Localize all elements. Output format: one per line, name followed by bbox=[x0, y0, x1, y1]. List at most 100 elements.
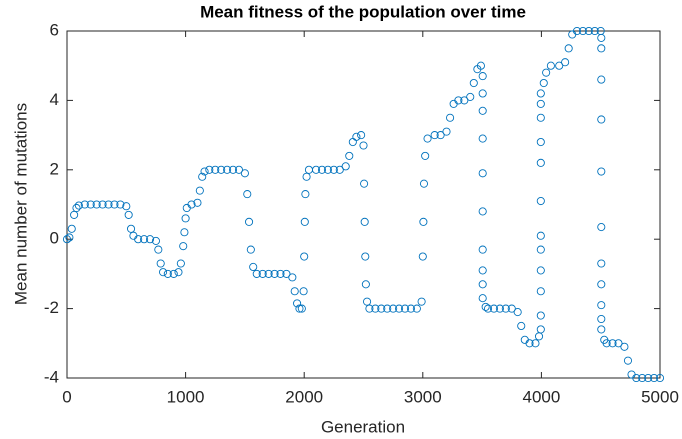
data-point bbox=[597, 325, 606, 334]
data-point bbox=[98, 200, 107, 209]
data-point bbox=[302, 172, 311, 181]
data-point bbox=[546, 61, 555, 70]
data-point bbox=[478, 89, 487, 98]
data-point bbox=[564, 44, 573, 53]
data-point bbox=[252, 269, 261, 278]
data-point bbox=[270, 269, 279, 278]
x-axis-label: Generation bbox=[321, 417, 405, 436]
data-point bbox=[205, 165, 214, 174]
chart-title: Mean fitness of the population over time bbox=[200, 2, 526, 21]
data-point bbox=[478, 245, 487, 254]
data-point bbox=[92, 200, 101, 209]
data-point bbox=[536, 325, 545, 334]
data-point bbox=[341, 162, 350, 171]
data-point bbox=[520, 335, 529, 344]
data-point bbox=[301, 190, 310, 199]
data-point bbox=[361, 280, 370, 289]
data-point bbox=[300, 217, 309, 226]
data-point bbox=[200, 167, 209, 176]
data-point bbox=[156, 259, 165, 268]
data-point bbox=[419, 217, 428, 226]
y-tick-label: -2 bbox=[44, 298, 59, 317]
data-point bbox=[329, 165, 338, 174]
data-point bbox=[517, 321, 526, 331]
data-point bbox=[507, 304, 516, 313]
data-point bbox=[584, 26, 593, 36]
data-point bbox=[597, 75, 606, 84]
y-tick-label: 6 bbox=[50, 20, 59, 39]
data-point bbox=[478, 134, 487, 143]
data-point bbox=[478, 72, 487, 81]
data-point bbox=[383, 304, 392, 313]
data-point bbox=[590, 26, 599, 36]
data-point bbox=[460, 96, 469, 105]
data-point bbox=[348, 137, 357, 147]
data-point bbox=[304, 165, 313, 174]
data-point bbox=[650, 373, 659, 383]
data-point bbox=[417, 297, 426, 306]
data-point bbox=[478, 106, 487, 115]
data-point bbox=[154, 245, 163, 254]
data-point bbox=[539, 79, 548, 88]
data-point bbox=[65, 233, 74, 242]
data-point bbox=[151, 236, 160, 245]
data-point bbox=[536, 266, 545, 275]
data-point bbox=[72, 203, 81, 213]
data-point bbox=[466, 92, 475, 101]
data-point bbox=[357, 131, 366, 140]
data-point bbox=[400, 304, 410, 313]
data-point bbox=[478, 266, 487, 275]
data-point bbox=[655, 373, 665, 383]
x-tick-label: 4000 bbox=[522, 387, 560, 406]
data-point bbox=[536, 113, 545, 122]
data-point bbox=[481, 302, 490, 311]
data-point bbox=[62, 235, 72, 244]
data-point bbox=[483, 304, 493, 313]
data-point bbox=[297, 304, 306, 313]
data-point bbox=[419, 179, 429, 188]
data-point bbox=[536, 311, 545, 320]
data-point bbox=[300, 252, 309, 261]
data-point bbox=[276, 269, 285, 278]
data-point bbox=[317, 165, 327, 174]
y-tick-label: 4 bbox=[50, 90, 59, 109]
data-point bbox=[418, 252, 427, 261]
x-tick-label: 0 bbox=[62, 387, 71, 406]
data-point bbox=[240, 169, 249, 178]
data-point bbox=[572, 26, 582, 36]
data-point bbox=[217, 165, 226, 174]
data-point bbox=[638, 373, 647, 383]
data-point bbox=[198, 172, 207, 181]
data-point bbox=[228, 165, 238, 174]
data-point bbox=[169, 269, 178, 278]
data-point bbox=[534, 332, 544, 341]
data-point bbox=[430, 131, 439, 140]
data-point bbox=[122, 202, 131, 211]
data-point bbox=[536, 196, 545, 206]
data-point bbox=[293, 299, 302, 308]
data-point bbox=[555, 61, 564, 70]
data-point bbox=[536, 99, 545, 108]
data-point bbox=[568, 30, 577, 39]
data-point bbox=[245, 217, 254, 226]
data-point bbox=[436, 131, 445, 140]
data-point bbox=[195, 186, 204, 195]
data-point bbox=[597, 223, 606, 232]
y-tick-label: 0 bbox=[50, 229, 59, 248]
data-point bbox=[140, 235, 149, 244]
data-point bbox=[163, 269, 172, 278]
data-point bbox=[243, 190, 252, 199]
data-point bbox=[454, 96, 463, 105]
x-tick-label: 2000 bbox=[285, 387, 323, 406]
data-point bbox=[536, 287, 545, 296]
data-point bbox=[478, 207, 487, 216]
data-point bbox=[478, 169, 487, 178]
data-point bbox=[223, 165, 232, 174]
data-point bbox=[423, 134, 432, 143]
data-point bbox=[360, 179, 369, 188]
data-point bbox=[176, 259, 185, 268]
data-point bbox=[282, 269, 291, 278]
data-point bbox=[406, 304, 415, 313]
data-point bbox=[578, 26, 587, 36]
